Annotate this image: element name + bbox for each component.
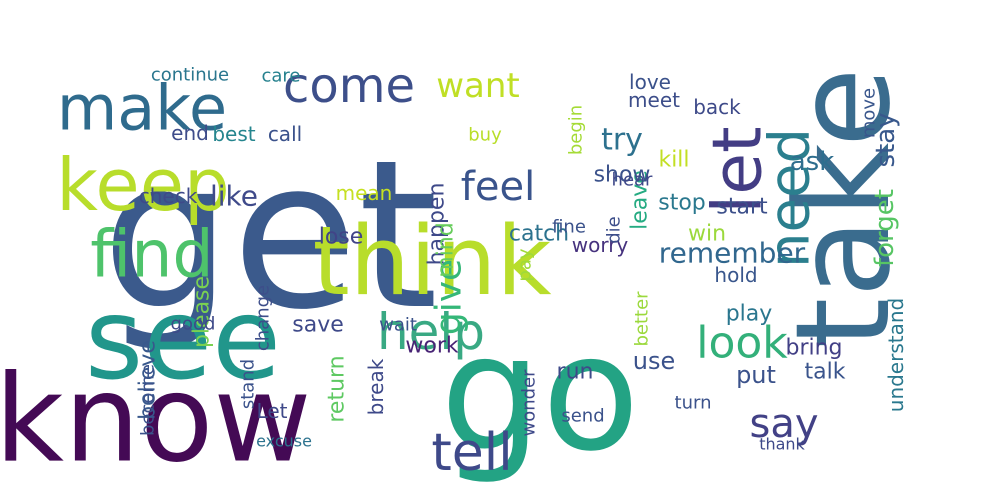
cloud-word: meet: [628, 88, 680, 112]
cloud-word: try: [601, 123, 643, 158]
cloud-word: save: [292, 313, 344, 338]
cloud-word: put: [736, 361, 776, 389]
cloud-word: hold: [714, 263, 757, 287]
cloud-word: give: [429, 259, 470, 335]
cloud-word: see: [85, 275, 281, 405]
cloud-word: care: [261, 66, 300, 87]
cloud-word: bring: [785, 336, 842, 361]
cloud-word: lose: [319, 225, 364, 250]
cloud-word: remember: [659, 237, 806, 270]
cloud-word: please: [190, 276, 215, 348]
cloud-word: happen: [425, 183, 450, 266]
cloud-word: become: [138, 364, 159, 436]
cloud-word: look: [696, 318, 788, 369]
cloud-word: keep: [56, 143, 229, 227]
cloud-word: change: [253, 285, 274, 351]
cloud-word: wonder: [519, 369, 540, 437]
cloud-word: better: [632, 291, 653, 347]
cloud-word: stand: [238, 359, 259, 409]
cloud-word: end: [171, 121, 209, 145]
cloud-word: win: [688, 222, 726, 247]
cloud-word: know: [0, 351, 312, 490]
cloud-word: get: [102, 117, 439, 355]
cloud-word: stay: [871, 112, 901, 167]
cloud-word: excuse: [256, 432, 312, 451]
cloud-word: move: [859, 88, 880, 138]
cloud-word: think: [312, 207, 551, 317]
cloud-word: believe: [136, 340, 161, 420]
cloud-word: leave: [628, 170, 653, 230]
cloud-word: begin: [566, 105, 587, 155]
cloud-word: die: [604, 216, 625, 244]
cloud-word: catch: [509, 222, 569, 247]
cloud-word: worry: [572, 233, 629, 257]
cloud-word: help: [377, 303, 485, 361]
cloud-word: stop: [658, 191, 706, 216]
cloud-word: run: [557, 360, 594, 385]
cloud-word: use: [633, 347, 675, 375]
cloud-word: fine: [552, 217, 586, 238]
cloud-word: call: [268, 122, 302, 146]
cloud-word: pay: [515, 248, 536, 281]
cloud-word: let: [699, 126, 778, 213]
cloud-word: buy: [468, 125, 502, 146]
cloud-word: hear: [612, 170, 654, 191]
cloud-word: work: [405, 334, 458, 359]
cloud-word: mean: [336, 181, 393, 205]
cloud-word: play: [726, 302, 773, 327]
cloud-word: return: [325, 355, 350, 422]
cloud-word: start: [716, 195, 768, 220]
cloud-word: check: [139, 184, 198, 208]
cloud-word: want: [436, 66, 520, 106]
cloud-word: talk: [805, 360, 846, 385]
cloud-word: back: [693, 95, 741, 119]
cloud-word: make: [57, 72, 227, 145]
cloud-word: need: [758, 128, 823, 268]
cloud-word: forget: [870, 189, 900, 267]
cloud-word: love: [629, 70, 671, 94]
cloud-word: find: [90, 218, 213, 293]
cloud-word: good: [171, 314, 216, 335]
cloud-word: go: [440, 300, 639, 487]
cloud-word: ask: [790, 147, 835, 177]
cloud-word: take: [767, 67, 919, 348]
cloud-word: thank: [759, 435, 805, 454]
cloud-word: wait: [379, 315, 417, 336]
cloud-word: come: [283, 58, 415, 114]
cloud-word: break: [364, 358, 388, 415]
cloud-word: show: [594, 163, 651, 188]
cloud-word: say: [749, 401, 818, 447]
cloud-word: tell: [431, 423, 512, 483]
cloud-word: Let: [257, 399, 288, 423]
cloud-word: feel: [461, 164, 535, 210]
cloud-word: understand: [884, 298, 908, 412]
cloud-word: best: [212, 122, 255, 146]
cloud-word: turn: [675, 393, 712, 414]
cloud-word: continue: [151, 65, 229, 86]
cloud-word: like: [210, 180, 258, 213]
cloud-word: send: [561, 406, 604, 427]
cloud-word: kill: [658, 148, 689, 173]
cloud-word: mind: [434, 222, 459, 277]
